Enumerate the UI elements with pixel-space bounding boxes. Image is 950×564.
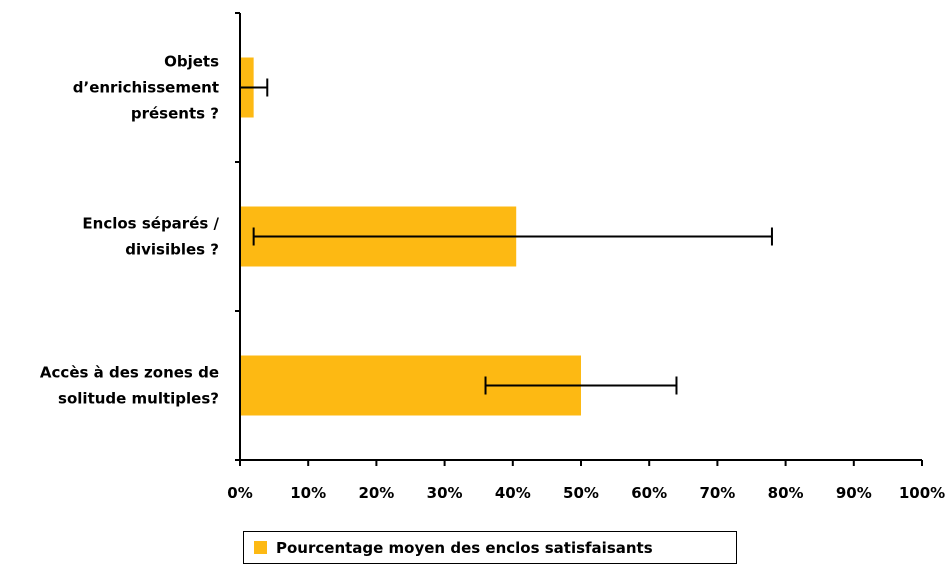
x-tick-label: 30% (427, 484, 463, 502)
legend-label: Pourcentage moyen des enclos satisfaisan… (276, 538, 653, 557)
legend: Pourcentage moyen des enclos satisfaisan… (243, 531, 737, 564)
x-tick-label: 10% (290, 484, 326, 502)
x-tick-label: 50% (563, 484, 599, 502)
x-tick-label: 80% (768, 484, 804, 502)
category-label: divisibles ? (125, 241, 219, 259)
error-bar-group (239, 78, 773, 395)
category-label-group: Objets d’enrichissement présents ? Enclos s… (40, 53, 220, 408)
x-tick-label: 90% (836, 484, 872, 502)
axes-group (235, 12, 923, 466)
x-tick-label: 60% (631, 484, 667, 502)
x-tick-label: 100% (899, 484, 945, 502)
x-tick-label: 0% (227, 484, 252, 502)
category-label: Accès à des zones de (40, 364, 219, 382)
legend-swatch (254, 541, 267, 554)
x-tick-label-group: 0% 10% 20% 30% 40% 50% 60% 70% 80% 90% 100% (227, 484, 945, 502)
x-tick-label: 20% (358, 484, 394, 502)
x-tick-label: 70% (699, 484, 735, 502)
category-label: solitude multiples? (58, 390, 219, 408)
category-label: Enclos séparés / (82, 215, 219, 233)
category-label: présents ? (131, 105, 219, 123)
category-label: Objets (164, 53, 219, 71)
chart-canvas: 0% 10% 20% 30% 40% 50% 60% 70% 80% 90% 100% Objets… (40, 12, 945, 502)
category-label: d’enrichissement (73, 79, 219, 97)
x-tick-label: 40% (495, 484, 531, 502)
